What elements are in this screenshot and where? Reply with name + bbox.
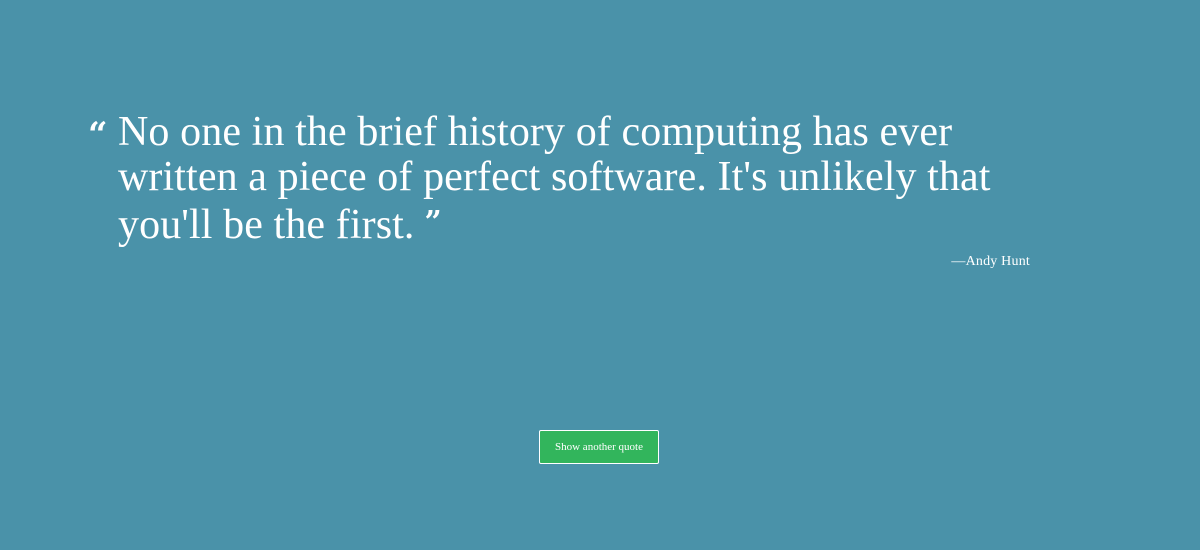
quote-row: “ No one in the brief history of computi… (88, 110, 1048, 248)
new-quote-button[interactable]: Show another quote (539, 430, 659, 464)
quote-text: No one in the brief history of computing… (118, 110, 1048, 248)
close-quote-icon: ” (424, 205, 442, 240)
quote-author: —Andy Hunt (951, 254, 1030, 269)
open-quote-icon: “ (88, 115, 108, 155)
quote-body: No one in the brief history of computing… (118, 109, 991, 248)
quote-card: “ No one in the brief history of computi… (88, 110, 1048, 270)
